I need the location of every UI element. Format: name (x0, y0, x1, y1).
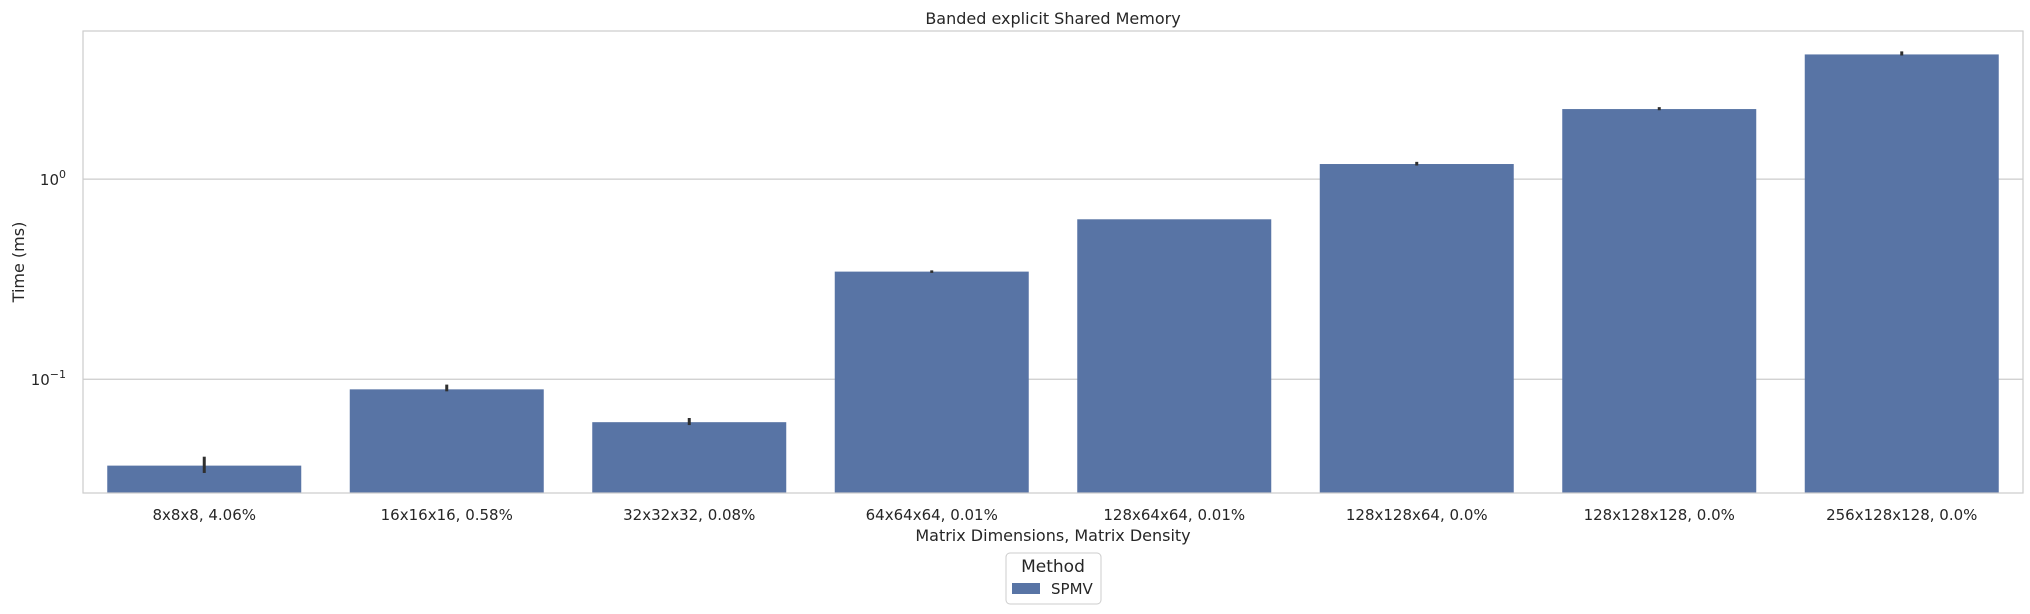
bars (107, 54, 1999, 494)
x-tick-label: 16x16x16, 0.58% (381, 506, 513, 524)
legend-label: SPMV (1051, 580, 1094, 598)
legend-swatch (1012, 583, 1040, 594)
bar (1804, 54, 1999, 494)
bar (349, 389, 544, 493)
x-tick-label: 128x128x128, 0.0% (1584, 506, 1735, 524)
x-axis-label: Matrix Dimensions, Matrix Density (915, 526, 1190, 545)
bar (834, 271, 1029, 493)
y-tick-label: 10−1 (31, 368, 66, 389)
bar (592, 422, 787, 493)
x-tick-label: 8x8x8, 4.06% (152, 506, 256, 524)
x-tick-label: 32x32x32, 0.08% (623, 506, 755, 524)
x-tick-label: 64x64x64, 0.01% (866, 506, 998, 524)
chart-title: Banded explicit Shared Memory (925, 9, 1180, 28)
bar (1077, 219, 1272, 494)
bar (1319, 164, 1514, 493)
y-axis-label: Time (ms) (9, 222, 28, 304)
legend-title: Method (1021, 557, 1085, 577)
error-bars (202, 51, 1904, 473)
y-tick-label: 100 (40, 168, 66, 189)
plot-frame (82, 30, 2024, 494)
x-tick-label: 128x128x64, 0.0% (1346, 506, 1488, 524)
bar (1562, 109, 1757, 493)
legend: Method SPMV (1005, 552, 1102, 605)
x-tick-label: 256x128x128, 0.0% (1826, 506, 1977, 524)
x-tick-label: 128x64x64, 0.01% (1103, 506, 1245, 524)
x-tick-labels: 8x8x8, 4.06% 16x16x16, 0.58% 32x32x32, 0.0… (152, 506, 1977, 524)
y-tick-labels: 10−1 100 (31, 168, 66, 389)
